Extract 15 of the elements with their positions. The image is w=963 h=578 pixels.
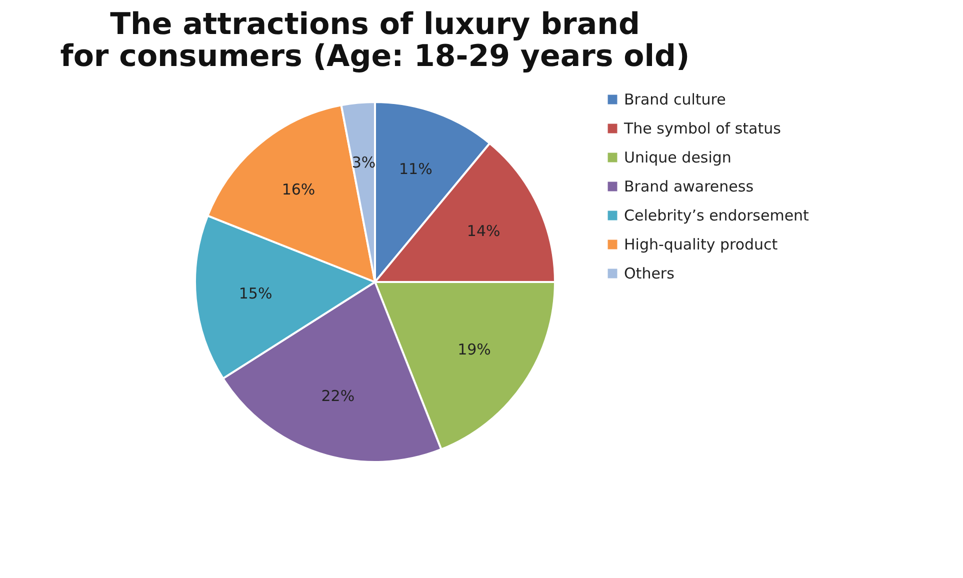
legend-label: Unique design (624, 148, 732, 166)
data-label: 19% (458, 340, 491, 358)
legend-label: The symbol of status (623, 120, 782, 138)
legend-label: Brand culture (624, 90, 726, 108)
data-label: 15% (238, 284, 272, 302)
data-label: 3% (352, 154, 376, 172)
data-label: 14% (466, 222, 500, 240)
legend-label: Brand awareness (624, 178, 754, 196)
chart-title: The attractions of luxury brand for consumers (Age: 18-29 years old) (60, 7, 690, 74)
data-label: 22% (321, 387, 355, 406)
legend-label: Others (624, 264, 675, 282)
data-label: 16% (282, 180, 316, 199)
data-label: 11% (398, 160, 432, 178)
legend-label: Celebrity’s endorsement (624, 206, 810, 224)
legend-label: High-quality product (624, 236, 778, 254)
